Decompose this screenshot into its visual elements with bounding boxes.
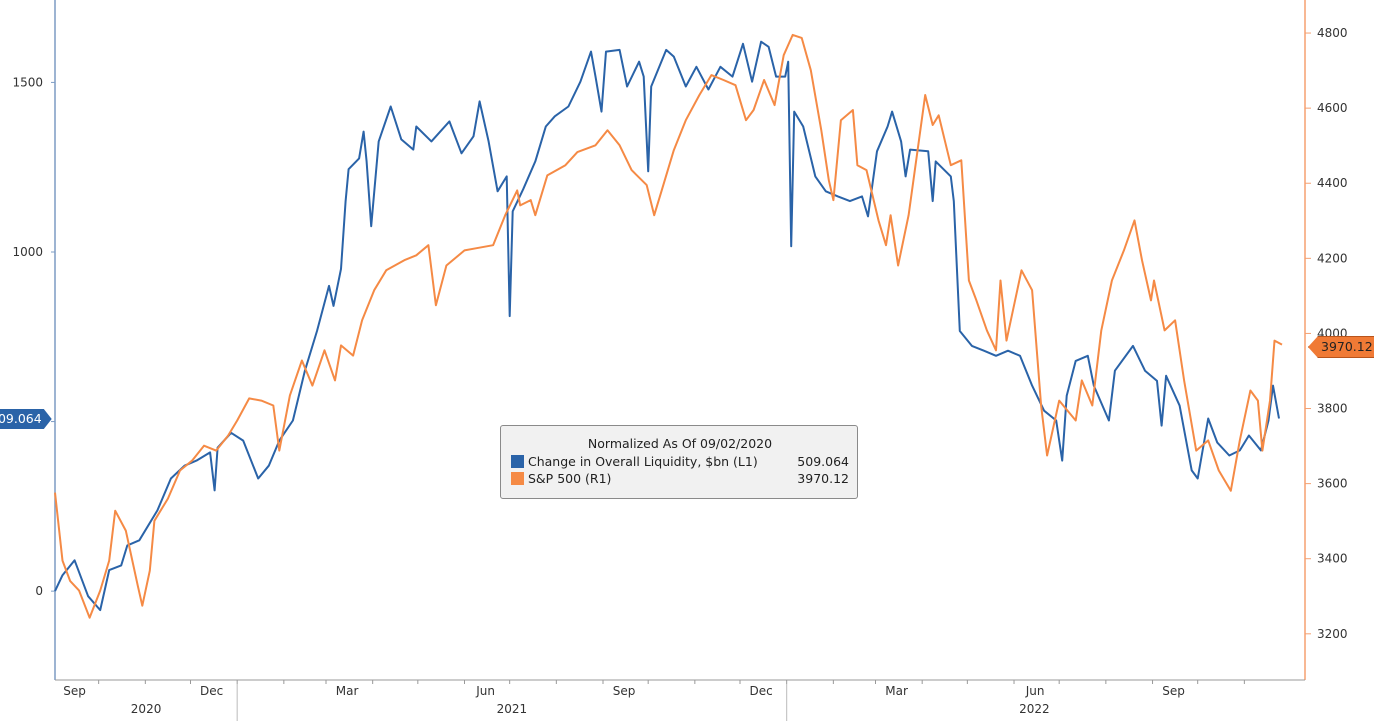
- legend-swatch-blue: [511, 455, 524, 468]
- right-last-value-tag: 3970.12: [1308, 336, 1374, 358]
- legend-entry-value: 3970.12: [797, 471, 849, 486]
- legend-entry-sp500: S&P 500 (R1) 3970.12: [511, 470, 849, 487]
- sp500-series-line: [54, 33, 1283, 619]
- right-tick-label: 3600: [1317, 477, 1348, 491]
- x-month-label: Dec: [749, 684, 772, 698]
- x-month-label: Jun: [1025, 684, 1045, 698]
- x-month-label: Dec: [200, 684, 223, 698]
- right-tick-label: 4600: [1317, 101, 1348, 115]
- right-tick-label: 4200: [1317, 251, 1348, 265]
- legend-entry-name: S&P 500 (R1): [528, 471, 612, 486]
- x-month-label: Sep: [613, 684, 636, 698]
- left-last-value-tag: 509.064: [0, 409, 52, 429]
- legend-entry-liquidity: Change in Overall Liquidity, $bn (L1) 50…: [511, 453, 849, 470]
- x-month-label: Jun: [475, 684, 495, 698]
- right-tick-label: 3800: [1317, 402, 1348, 416]
- x-year-label: 2021: [497, 702, 528, 716]
- liquidity-series-line: [54, 40, 1280, 612]
- legend: Normalized As Of 09/02/2020 Change in Ov…: [500, 425, 858, 499]
- right-tick-label: 3400: [1317, 552, 1348, 566]
- x-month-label: Sep: [1162, 684, 1185, 698]
- left-tick-label: 1000: [12, 245, 43, 259]
- right-tick-label: 4800: [1317, 26, 1348, 40]
- right-tick-label: 3200: [1317, 627, 1348, 641]
- legend-entry-name: Change in Overall Liquidity, $bn (L1): [528, 454, 758, 469]
- x-month-label: Mar: [885, 684, 908, 698]
- left-tick-label: 1500: [12, 75, 43, 89]
- x-year-label: 2022: [1019, 702, 1050, 716]
- x-year-label: 2020: [131, 702, 162, 716]
- x-month-label: Mar: [336, 684, 359, 698]
- legend-entry-value: 509.064: [797, 454, 849, 469]
- x-month-label: Sep: [63, 684, 86, 698]
- legend-title: Normalized As Of 09/02/2020: [587, 436, 773, 451]
- left-tick-label: 0: [35, 584, 43, 598]
- right-tick-label: 4400: [1317, 176, 1348, 190]
- legend-swatch-orange: [511, 472, 524, 485]
